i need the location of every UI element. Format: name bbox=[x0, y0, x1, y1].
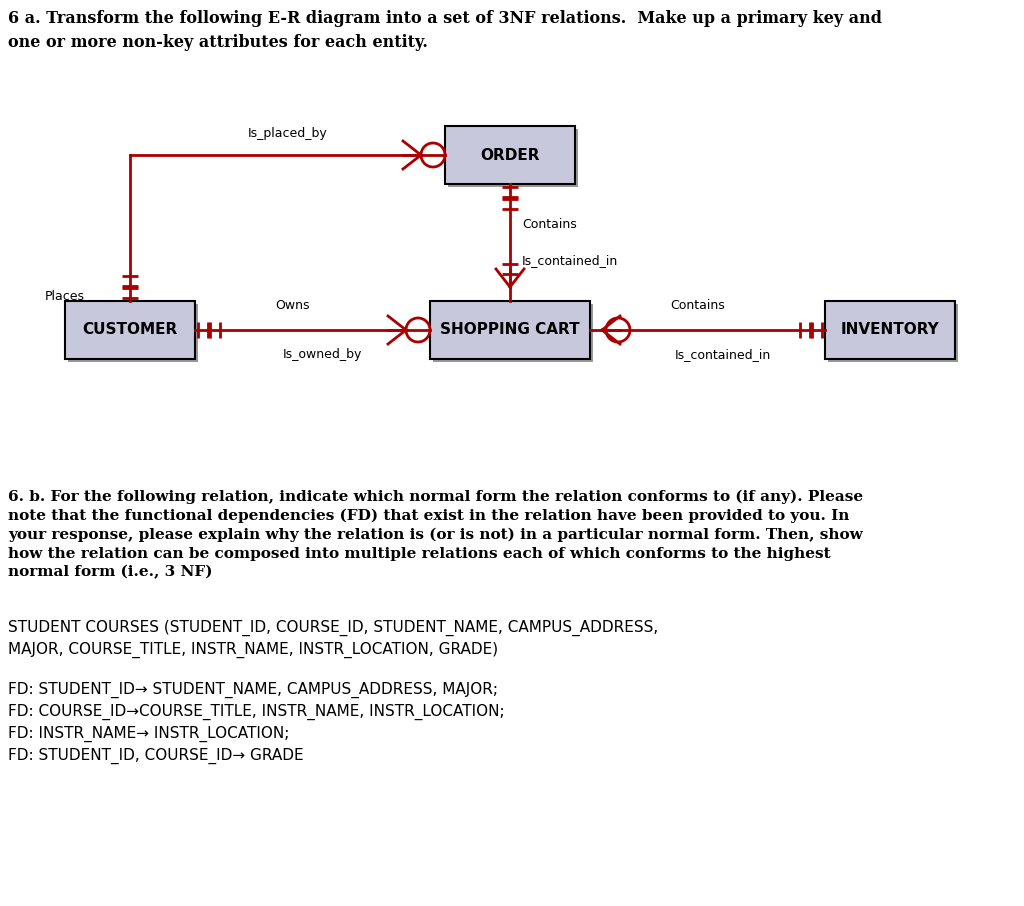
Text: Is_owned_by: Is_owned_by bbox=[283, 348, 362, 361]
FancyBboxPatch shape bbox=[68, 304, 198, 362]
FancyBboxPatch shape bbox=[449, 129, 578, 187]
Text: Contains: Contains bbox=[522, 217, 577, 230]
Text: Places: Places bbox=[45, 290, 85, 303]
Text: MAJOR, COURSE_TITLE, INSTR_NAME, INSTR_LOCATION, GRADE): MAJOR, COURSE_TITLE, INSTR_NAME, INSTR_L… bbox=[8, 642, 498, 658]
FancyBboxPatch shape bbox=[825, 301, 955, 359]
Text: CUSTOMER: CUSTOMER bbox=[82, 323, 177, 338]
Text: FD: INSTR_NAME→ INSTR_LOCATION;: FD: INSTR_NAME→ INSTR_LOCATION; bbox=[8, 726, 290, 742]
Text: one or more non-key attributes for each entity.: one or more non-key attributes for each … bbox=[8, 34, 428, 51]
Text: STUDENT COURSES (STUDENT_ID, COURSE_ID, STUDENT_NAME, CAMPUS_ADDRESS,: STUDENT COURSES (STUDENT_ID, COURSE_ID, … bbox=[8, 620, 658, 636]
Text: ORDER: ORDER bbox=[480, 148, 540, 162]
Text: Is_contained_in: Is_contained_in bbox=[522, 255, 618, 267]
Text: FD: STUDENT_ID, COURSE_ID→ GRADE: FD: STUDENT_ID, COURSE_ID→ GRADE bbox=[8, 748, 304, 764]
Text: Owns: Owns bbox=[275, 299, 309, 312]
Text: INVENTORY: INVENTORY bbox=[841, 323, 939, 338]
Text: FD: COURSE_ID→COURSE_TITLE, INSTR_NAME, INSTR_LOCATION;: FD: COURSE_ID→COURSE_TITLE, INSTR_NAME, … bbox=[8, 704, 505, 720]
FancyBboxPatch shape bbox=[828, 304, 958, 362]
Text: Is_contained_in: Is_contained_in bbox=[675, 348, 771, 361]
FancyBboxPatch shape bbox=[433, 304, 593, 362]
Text: Is_placed_by: Is_placed_by bbox=[248, 127, 328, 140]
Text: 6. b. For the following relation, indicate which normal form the relation confor: 6. b. For the following relation, indica… bbox=[8, 490, 863, 579]
FancyBboxPatch shape bbox=[445, 126, 575, 184]
Text: FD: STUDENT_ID→ STUDENT_NAME, CAMPUS_ADDRESS, MAJOR;: FD: STUDENT_ID→ STUDENT_NAME, CAMPUS_ADD… bbox=[8, 682, 498, 699]
FancyBboxPatch shape bbox=[430, 301, 590, 359]
Text: 6 a. Transform the following E-R diagram into a set of 3NF relations.  Make up a: 6 a. Transform the following E-R diagram… bbox=[8, 10, 882, 27]
Text: SHOPPING CART: SHOPPING CART bbox=[440, 323, 580, 338]
Text: Contains: Contains bbox=[670, 299, 725, 312]
FancyBboxPatch shape bbox=[65, 301, 195, 359]
